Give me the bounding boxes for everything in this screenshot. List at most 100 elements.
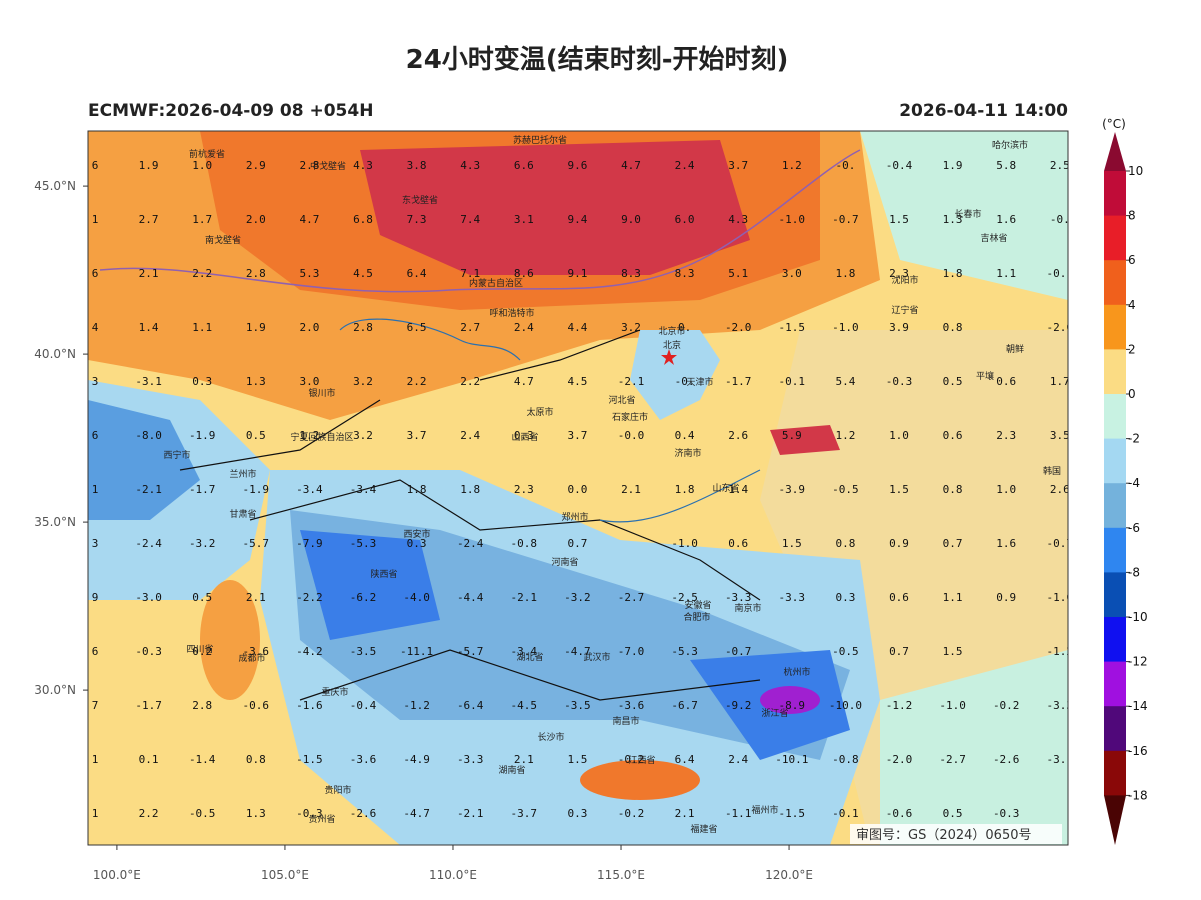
place-label: 浙江省 <box>761 707 788 719</box>
y-tick-label: 30.0°N <box>34 683 76 697</box>
grid-value: 0.8 <box>943 483 963 496</box>
grid-value: 3.7 <box>407 429 427 442</box>
place-label: 湖南省 <box>498 764 525 776</box>
grid-value: -1.0 <box>671 537 698 550</box>
place-label: 长春市 <box>954 208 981 220</box>
grid-value: -0.3 <box>886 375 913 388</box>
colorbar-band <box>1104 527 1126 573</box>
colorbar-label: -18 <box>1128 788 1148 802</box>
grid-value: 2.2 <box>139 807 159 820</box>
grid-value: -1.7 <box>725 375 752 388</box>
grid-value: 1.4 <box>728 483 748 496</box>
place-label: 安徽省 <box>684 599 711 611</box>
grid-value: 0.7 <box>943 537 963 550</box>
grid-value: 0.3 <box>192 375 212 388</box>
model-run: ECMWF:2026-04-09 08 +054H <box>88 101 373 121</box>
colorbar-label: 2 <box>1128 342 1136 356</box>
place-label: 北京 <box>663 339 681 351</box>
grid-value: -10.1 <box>775 753 808 766</box>
grid-value: -0.5 <box>189 807 216 820</box>
colorbar-label: -16 <box>1128 744 1148 758</box>
colorbar-unit: (°C) <box>1102 117 1126 131</box>
place-label: 重庆市 <box>321 686 348 698</box>
grid-value: 2.2 <box>192 267 212 280</box>
grid-value: -9.2 <box>725 699 752 712</box>
grid-value: 8.3 <box>621 267 641 280</box>
grid-value: -1.5 <box>296 753 323 766</box>
grid-value: 9.6 <box>567 159 587 172</box>
place-label: 石家庄市 <box>612 411 648 423</box>
grid-value: 2.7 <box>460 321 480 334</box>
grid-value: -0.8 <box>511 537 538 550</box>
place-label: 南京市 <box>734 602 761 614</box>
grid-value: -2.1 <box>618 375 645 388</box>
grid-value: 9 <box>92 591 99 604</box>
grid-value: 0.6 <box>996 375 1016 388</box>
grid-value: 1.3 <box>246 807 266 820</box>
grid-value: -5.7 <box>457 645 484 658</box>
colorbar-under <box>1104 795 1126 845</box>
place-label: 内蒙古自治区 <box>469 277 523 289</box>
colorbar-band <box>1104 706 1126 752</box>
place-label: 辽宁省 <box>891 304 918 316</box>
title: 24小时变温(结束时刻-开始时刻) <box>406 44 789 75</box>
colorbar-band <box>1104 572 1126 618</box>
grid-value: 1 <box>92 753 99 766</box>
grid-value: 6.5 <box>407 321 427 334</box>
place-label: 前杭爱省 <box>189 148 225 160</box>
grid-value: -1.5 <box>779 807 806 820</box>
grid-value: 4.5 <box>567 375 587 388</box>
grid-value: 1.9 <box>943 159 963 172</box>
grid-value: 1.8 <box>407 483 427 496</box>
place-label: 南昌市 <box>612 715 639 727</box>
grid-value: -3.3 <box>725 591 752 604</box>
grid-value: -2.4 <box>457 537 484 550</box>
grid-value: -2.4 <box>135 537 162 550</box>
grid-value: 1.0 <box>996 483 1016 496</box>
grid-value: -0.7 <box>725 645 752 658</box>
grid-value: 6.4 <box>675 753 695 766</box>
grid-value: -0.7 <box>1047 537 1074 550</box>
place-label: 韩国 <box>1043 465 1061 477</box>
grid-value: 2.8 <box>299 159 319 172</box>
grid-value: -0. <box>675 375 695 388</box>
place-label: 陕西省 <box>370 568 397 580</box>
grid-value: 8.6 <box>514 267 534 280</box>
grid-value: -0.1 <box>779 375 806 388</box>
grid-value: -3.2 <box>189 537 216 550</box>
colorbar-label: -14 <box>1128 699 1148 713</box>
grid-value: 3.5 <box>1050 429 1070 442</box>
grid-value: 1.8 <box>460 483 480 496</box>
grid-value: -1.7 <box>135 699 162 712</box>
grid-value: 3.8 <box>407 159 427 172</box>
grid-value: 2.2 <box>460 375 480 388</box>
grid-value: 6 <box>92 645 99 658</box>
grid-value: -3.4 <box>511 645 538 658</box>
grid-value: 3.2 <box>353 429 373 442</box>
grid-value: -4.7 <box>564 645 591 658</box>
grid-value: -1.0 <box>779 213 806 226</box>
grid-value: 3.0 <box>782 267 802 280</box>
colorbar-band <box>1104 349 1126 395</box>
place-label: 西安市 <box>403 528 430 540</box>
colorbar-over <box>1104 132 1126 171</box>
place-label: 杭州市 <box>783 666 810 678</box>
grid-value: 0.8 <box>835 537 855 550</box>
place-label: 江西省 <box>628 754 655 766</box>
place-label: 山东省 <box>712 482 739 494</box>
grid-value: -3.6 <box>243 645 270 658</box>
grid-value: -0.6 <box>886 807 913 820</box>
grid-value: -3.1 <box>1047 753 1074 766</box>
y-tick-label: 35.0°N <box>34 515 76 529</box>
place-label: 东戈壁省 <box>402 194 438 206</box>
place-label: 太原市 <box>526 406 553 418</box>
place-label: 宁夏回族自治区 <box>290 431 353 443</box>
grid-value: 1.6 <box>996 213 1016 226</box>
grid-value: 2.8 <box>246 267 266 280</box>
grid-value: 0.7 <box>889 645 909 658</box>
place-label: 苏赫巴托尔省 <box>513 134 567 146</box>
place-label: 中戈壁省 <box>310 160 346 172</box>
grid-value: 9.4 <box>567 213 587 226</box>
grid-value: -1.6 <box>296 699 323 712</box>
